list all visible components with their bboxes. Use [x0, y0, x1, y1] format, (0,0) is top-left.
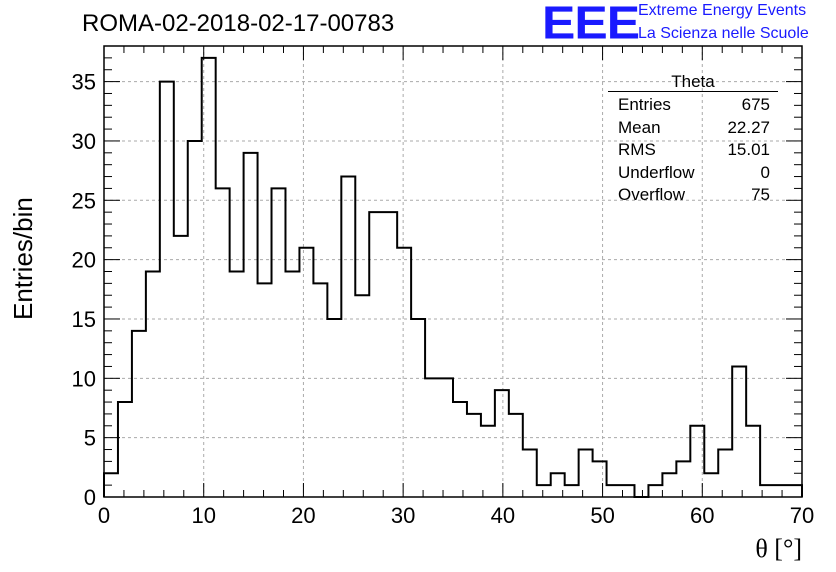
histogram-bin — [411, 319, 425, 497]
histogram-bin — [481, 426, 495, 497]
histogram-bin — [676, 461, 690, 497]
x-tick-label: 0 — [98, 503, 110, 528]
histogram-bin — [132, 331, 146, 497]
stats-label: Underflow — [618, 162, 695, 182]
x-tick-label: 20 — [291, 503, 315, 528]
histogram-bin — [732, 366, 746, 497]
histogram-bin — [327, 319, 341, 497]
histogram-bin — [258, 283, 272, 497]
histogram-bin — [146, 272, 160, 498]
eee-logo-letters: EEE — [542, 0, 640, 49]
plot-frame — [103, 45, 803, 498]
histogram-bin — [662, 473, 676, 497]
histogram-bin — [174, 236, 188, 497]
y-tick-label: 20 — [72, 248, 96, 273]
y-tick-label: 15 — [72, 307, 96, 332]
histogram-bin — [369, 212, 383, 497]
axis-ticks — [103, 45, 803, 498]
histogram-bin — [788, 485, 802, 497]
stats-value: 15.01 — [727, 140, 770, 159]
x-tick-label: 30 — [391, 503, 415, 528]
x-tick-label: 40 — [491, 503, 515, 528]
histogram-bin — [216, 188, 230, 497]
histogram-bin — [704, 473, 718, 497]
y-tick-label: 25 — [72, 188, 96, 213]
histogram-bin — [495, 390, 509, 497]
chart-title: ROMA-02-2018-02-17-00783 — [82, 10, 395, 37]
stats-value: 675 — [741, 95, 770, 114]
x-tick-label: 70 — [790, 503, 814, 528]
histogram-bin — [383, 212, 397, 497]
stats-row-entries: Entries 675 — [608, 94, 778, 117]
histogram-bin — [607, 485, 621, 497]
histogram-bin — [118, 402, 132, 497]
histogram-bin — [244, 153, 258, 497]
stats-box: Theta Entries 675 Mean 22.27 RMS 15.01 U… — [608, 72, 778, 207]
histogram-bin — [509, 414, 523, 497]
axis-tick-labels: 0 10 20 30 40 50 60 70 0 5 10 15 20 25 30 35 — [72, 70, 815, 528]
stats-label: Overflow — [618, 185, 686, 204]
histogram-bin — [523, 450, 537, 497]
histogram-bin — [341, 177, 355, 497]
stats-row-underflow: Underflow 0 — [608, 162, 778, 185]
histogram-bin — [579, 450, 593, 497]
y-tick-label: 0 — [84, 485, 96, 510]
histogram-outline — [103, 56, 803, 498]
histogram-bin — [299, 248, 313, 497]
stats-label: Entries — [618, 95, 671, 114]
stats-row-overflow: Overflow 75 — [608, 184, 778, 207]
histogram-bin — [355, 295, 369, 497]
histogram-bin — [230, 272, 244, 498]
histogram-bin — [313, 283, 327, 497]
y-tick-label: 35 — [72, 70, 96, 95]
histogram-bin — [746, 426, 760, 497]
histogram-bin — [272, 188, 286, 497]
y-tick-label: 30 — [72, 129, 96, 154]
histogram-bin — [537, 485, 551, 497]
stats-value: 0 — [760, 162, 770, 182]
x-tick-label: 60 — [690, 503, 714, 528]
histogram-bin — [565, 485, 579, 497]
y-axis-label: Entries/bin — [8, 197, 38, 320]
histogram-bin — [774, 485, 788, 497]
y-tick-label: 5 — [84, 426, 96, 451]
x-axis-label: θ [°] — [755, 534, 802, 563]
histogram-bin — [160, 82, 174, 497]
stats-row-mean: Mean 22.27 — [608, 117, 778, 140]
stats-title: Theta — [608, 72, 778, 92]
stats-label: RMS — [618, 140, 656, 159]
histogram-bin — [718, 450, 732, 497]
eee-logo-line2: La Scienza nelle Scuole — [638, 25, 809, 42]
x-tick-label: 10 — [191, 503, 215, 528]
y-tick-label: 10 — [72, 366, 96, 391]
histogram-bin — [593, 461, 607, 497]
histogram-bin — [397, 248, 411, 497]
stats-value: 75 — [751, 185, 770, 204]
stats-label: Mean — [618, 117, 661, 137]
stats-value: 22.27 — [727, 117, 770, 137]
stats-row-rms: RMS 15.01 — [608, 139, 778, 162]
histogram-bin — [648, 485, 662, 497]
histogram-bin — [467, 414, 481, 497]
eee-logo-line1: Extreme Energy Events — [638, 2, 807, 19]
x-tick-label: 50 — [590, 503, 614, 528]
histogram-bin — [285, 272, 299, 498]
histogram-bin — [453, 402, 467, 497]
